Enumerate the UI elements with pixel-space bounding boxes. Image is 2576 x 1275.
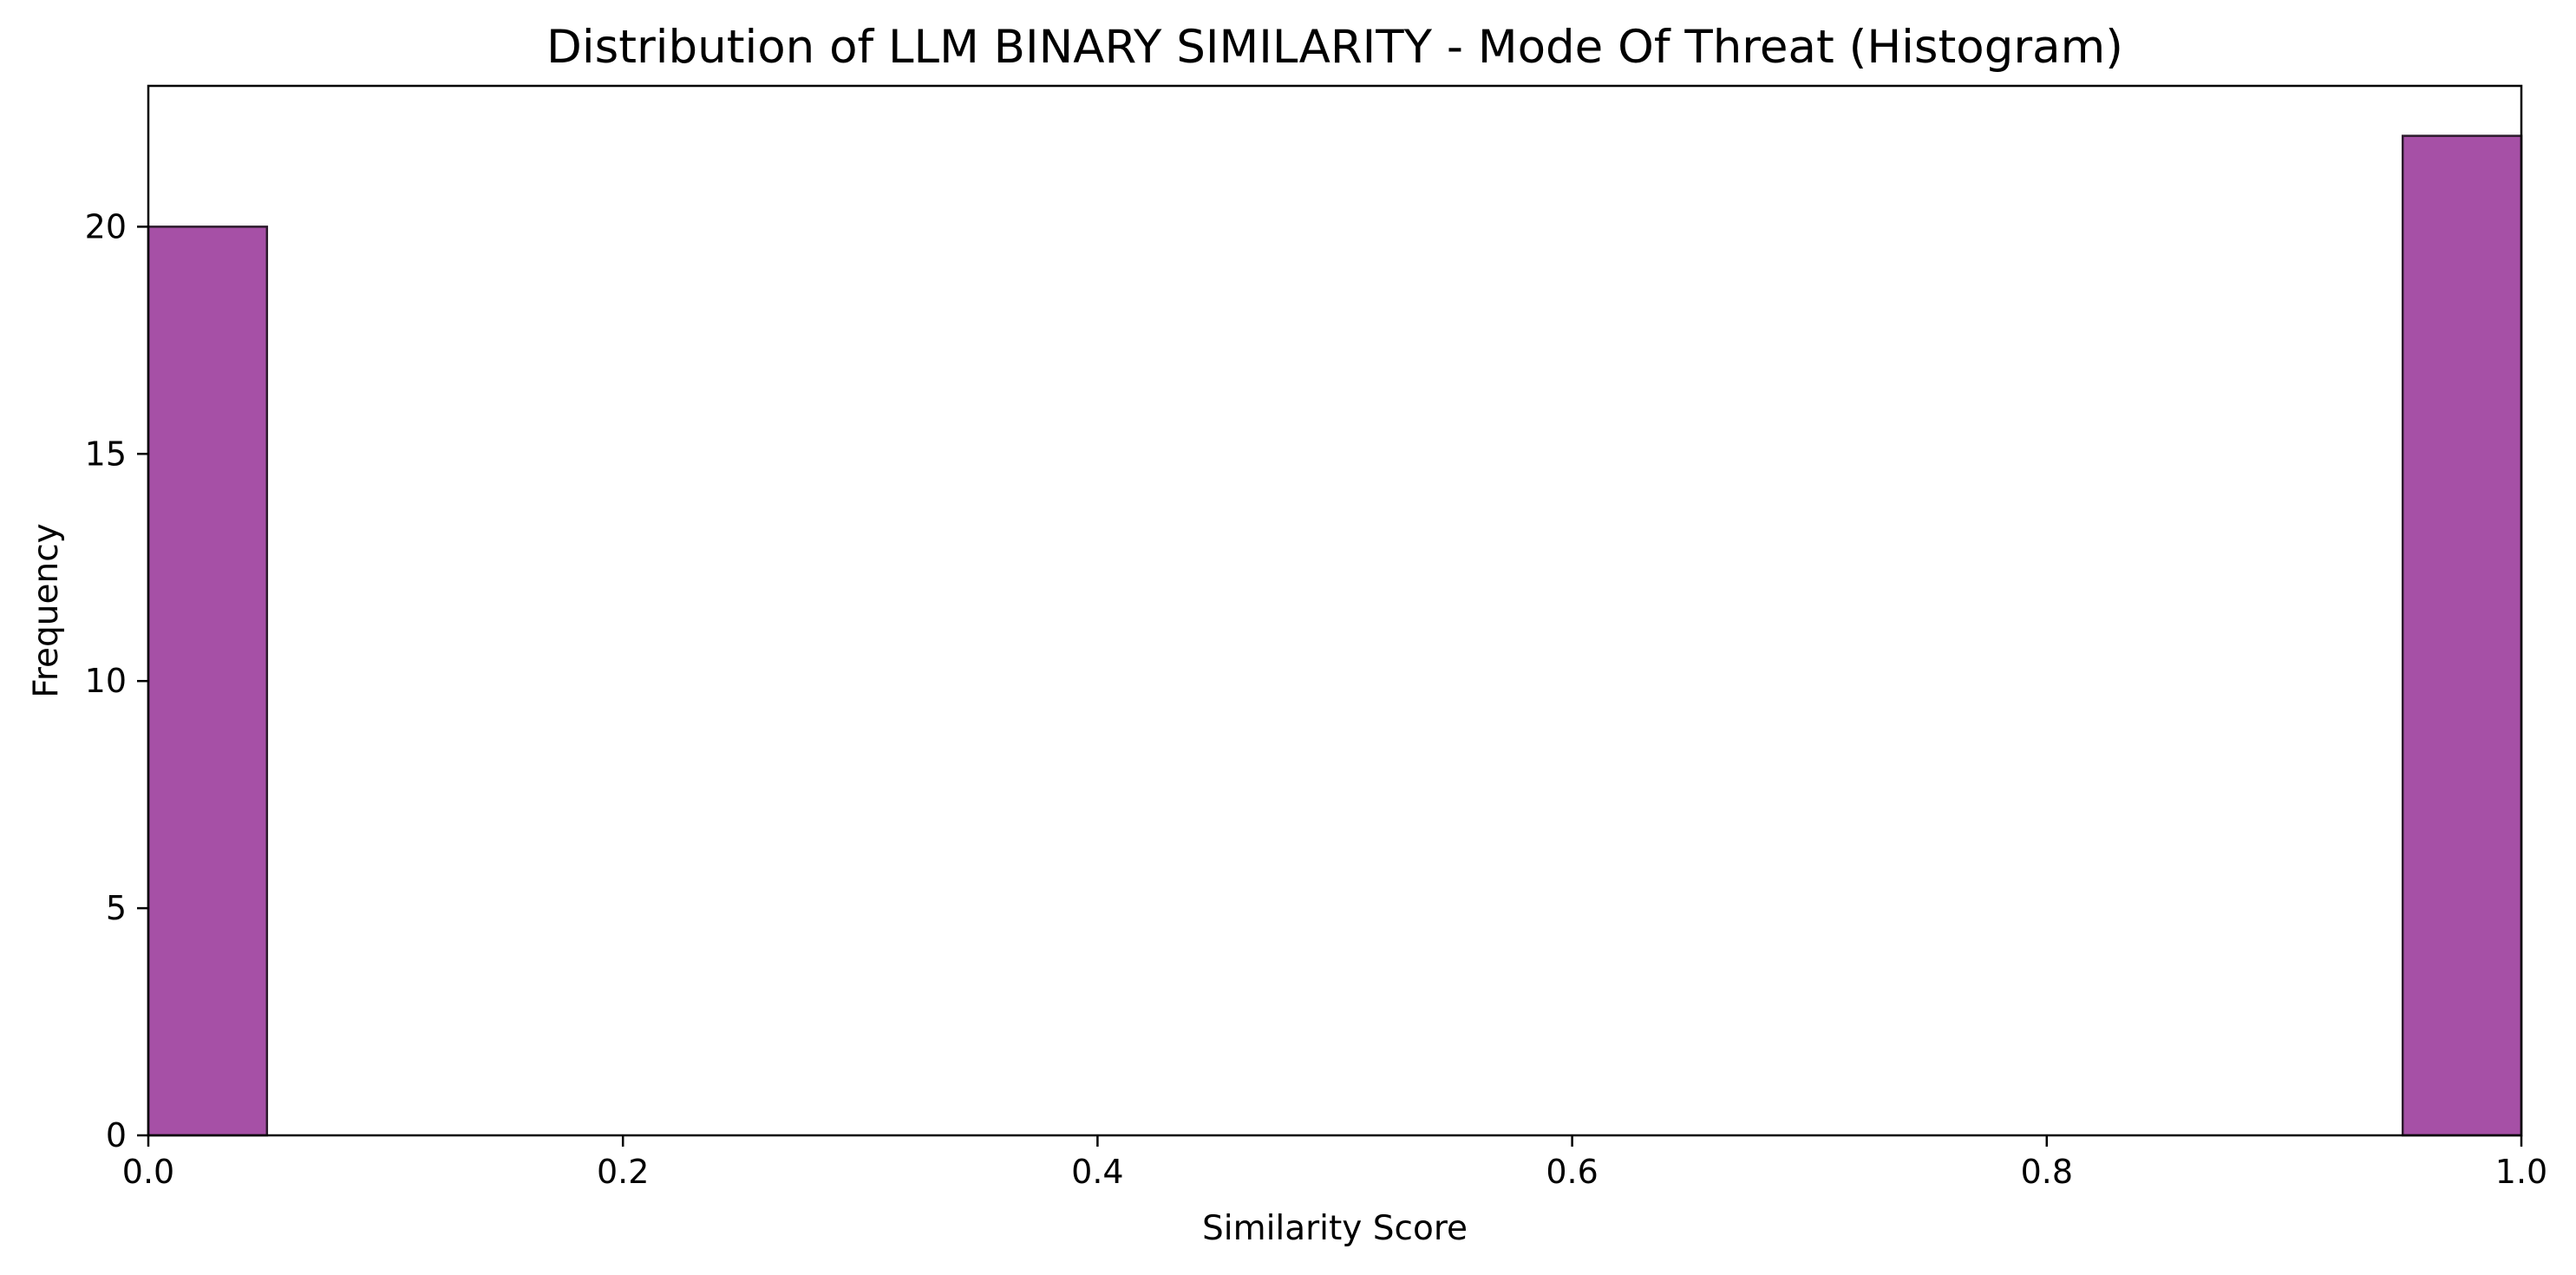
x-axis-ticks: 0.0 0.2 0.4 0.6 0.8 1.0 [122,1135,2547,1191]
x-tick-label: 0.8 [2021,1153,2073,1191]
plot-frame [147,84,2523,1137]
x-tick-label: 1.0 [2495,1153,2547,1191]
x-axis-label: Similarity Score [1202,1209,1468,1248]
x-tick-label: 0.2 [597,1153,649,1191]
y-tick-label: 10 [85,662,127,700]
bars-group [147,134,2523,1137]
y-tick-label: 0 [106,1116,127,1154]
y-tick-label: 15 [85,435,127,473]
x-tick-label: 0.4 [1071,1153,1123,1191]
y-tick-label: 5 [106,889,127,927]
histogram-bar-1 [2401,134,2523,1137]
y-axis-label: Frequency [27,523,66,697]
x-tick-label: 0.6 [1546,1153,1598,1191]
histogram-bar-0 [147,226,269,1137]
y-tick-label: 20 [85,207,127,245]
chart-title: Distribution of LLM BINARY SIMILARITY - … [546,21,2123,74]
y-axis-ticks: 0 5 10 15 20 [85,207,148,1154]
x-tick-label: 0.0 [122,1153,174,1191]
